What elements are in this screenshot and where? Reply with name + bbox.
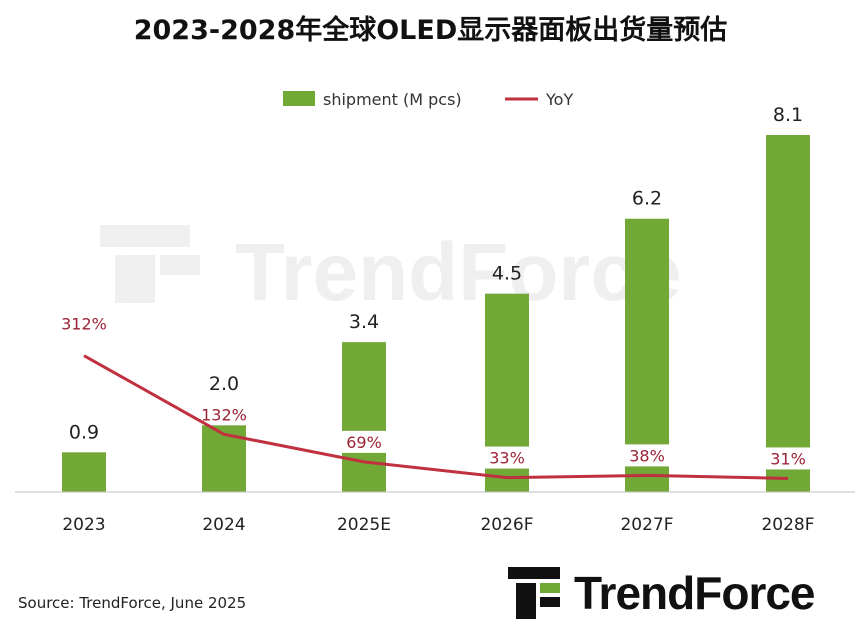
x-tick-2024: 2024 — [202, 515, 245, 535]
x-tick-2023: 2023 — [62, 515, 105, 535]
x-tick-2028F: 2028F — [761, 515, 814, 535]
yoy-label-bg-2024 — [202, 403, 246, 426]
x-tick-2027F: 2027F — [620, 515, 673, 535]
yoy-label-bg-2027F — [625, 444, 669, 467]
x-tick-2025E: 2025E — [337, 515, 391, 535]
labels: 0.9 312% 2023 2.0 132% 2024 3.4 69% 2025E 4.5 33% 2… — [61, 104, 814, 535]
chart-title: 2023-2028年全球OLED显示器面板出货量预估 — [133, 15, 728, 46]
value-label-2027F: 6.2 — [632, 188, 662, 210]
yoy-label-2027F: 38% — [629, 446, 665, 465]
bar-2025E — [342, 342, 386, 492]
bar-2028F — [766, 135, 810, 492]
legend-line-label: YoY — [545, 90, 573, 109]
legend-bar-label: shipment (M pcs) — [323, 90, 462, 109]
value-label-2024: 2.0 — [209, 373, 239, 395]
source-note: Source: TrendForce, June 2025 — [18, 594, 247, 612]
legend-bar-swatch — [283, 91, 315, 106]
yoy-label-bg-2025E — [342, 430, 386, 453]
yoy-label-2025E: 69% — [346, 433, 382, 452]
yoy-label-2023: 312% — [61, 315, 107, 334]
trendforce-logo-text: TrendForce — [574, 567, 816, 619]
yoy-label-2026F: 33% — [489, 449, 525, 468]
yoy-line-group — [83, 354, 789, 480]
svg-text:TrendForce: TrendForce — [235, 227, 682, 318]
value-label-2023: 0.9 — [69, 421, 99, 443]
trendforce-logo-icon — [508, 567, 560, 619]
yoy-line — [83, 354, 789, 480]
bar-2023 — [62, 452, 106, 492]
value-label-2028F: 8.1 — [773, 104, 803, 126]
bars — [62, 135, 810, 493]
trendforce-logo: TrendForce — [508, 566, 816, 620]
yoy-label-bg-2028F — [766, 447, 810, 470]
x-tick-2026F: 2026F — [480, 515, 533, 535]
yoy-label-2024: 132% — [201, 405, 247, 424]
legend: shipment (M pcs) YoY — [283, 90, 573, 109]
value-label-2025E: 3.4 — [349, 311, 379, 333]
value-label-2026F: 4.5 — [492, 263, 522, 285]
chart: TrendForce shipment (M pcs) YoY 0.9 312% 2… — [15, 90, 855, 535]
yoy-label-2028F: 31% — [770, 449, 806, 468]
watermark: TrendForce — [100, 225, 682, 318]
yoy-label-bg-2026F — [485, 446, 529, 469]
